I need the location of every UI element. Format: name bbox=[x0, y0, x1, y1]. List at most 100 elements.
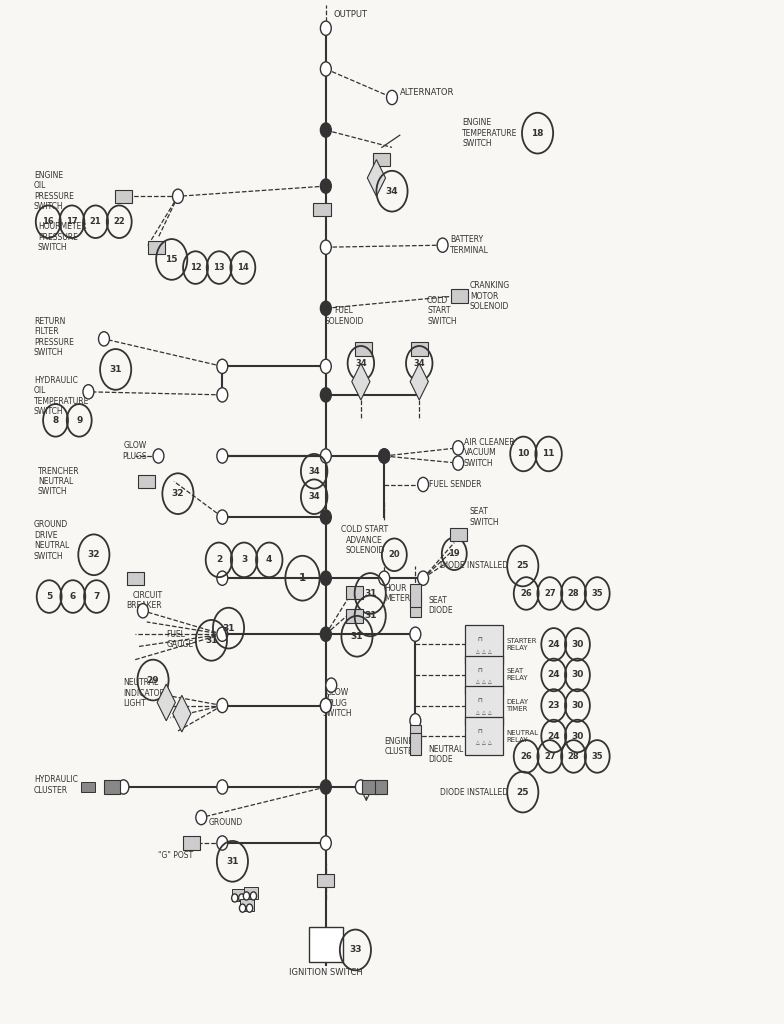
Text: 20: 20 bbox=[389, 550, 400, 559]
Text: FUEL SENDER: FUEL SENDER bbox=[430, 480, 482, 489]
Circle shape bbox=[321, 780, 332, 794]
Text: 27: 27 bbox=[544, 589, 556, 598]
Text: ENGINE
CLUSTER: ENGINE CLUSTER bbox=[384, 736, 419, 756]
Circle shape bbox=[355, 780, 366, 794]
Text: NEUTRAL
INDICATOR
LIGHT: NEUTRAL INDICATOR LIGHT bbox=[123, 678, 165, 709]
Bar bbox=[309, 927, 343, 963]
Polygon shape bbox=[368, 160, 386, 197]
Circle shape bbox=[250, 892, 256, 900]
Text: △: △ bbox=[477, 740, 480, 745]
Text: 12: 12 bbox=[190, 263, 201, 272]
Text: 1: 1 bbox=[299, 573, 306, 584]
Text: 7: 7 bbox=[93, 592, 100, 601]
Bar bbox=[465, 625, 503, 664]
Bar bbox=[232, 889, 246, 901]
Text: ⊓: ⊓ bbox=[477, 698, 483, 703]
Text: GLOW
PLUGS: GLOW PLUGS bbox=[122, 441, 147, 461]
Circle shape bbox=[321, 123, 332, 137]
Text: △: △ bbox=[482, 740, 486, 745]
Bar bbox=[104, 780, 119, 794]
Text: △: △ bbox=[482, 649, 486, 654]
Text: 23: 23 bbox=[547, 701, 560, 710]
Bar bbox=[410, 585, 421, 606]
Text: 24: 24 bbox=[547, 671, 560, 680]
Text: SEAT
DIODE: SEAT DIODE bbox=[429, 596, 453, 615]
Text: ENGINE
OIL
PRESSURE
SWITCH: ENGINE OIL PRESSURE SWITCH bbox=[34, 171, 74, 211]
Circle shape bbox=[452, 456, 463, 470]
Text: △: △ bbox=[482, 710, 486, 715]
Text: SEAT
SWITCH: SEAT SWITCH bbox=[470, 508, 499, 526]
Text: DELAY
TIMER: DELAY TIMER bbox=[506, 699, 528, 712]
Text: 8: 8 bbox=[53, 416, 59, 425]
Circle shape bbox=[379, 571, 390, 586]
Circle shape bbox=[153, 449, 164, 463]
Circle shape bbox=[418, 477, 429, 492]
Bar bbox=[410, 595, 421, 616]
Bar bbox=[183, 837, 200, 850]
Text: 34: 34 bbox=[413, 358, 425, 368]
Text: △: △ bbox=[477, 679, 480, 684]
Text: FUEL
GAUGE: FUEL GAUGE bbox=[166, 630, 194, 649]
Text: 18: 18 bbox=[532, 129, 544, 137]
Circle shape bbox=[231, 894, 238, 902]
Text: 24: 24 bbox=[547, 731, 560, 740]
Circle shape bbox=[379, 449, 390, 463]
Circle shape bbox=[217, 698, 227, 713]
Circle shape bbox=[246, 904, 252, 912]
Circle shape bbox=[410, 627, 421, 641]
Text: 3: 3 bbox=[241, 555, 247, 564]
Circle shape bbox=[321, 301, 332, 315]
Circle shape bbox=[321, 240, 332, 254]
Bar bbox=[410, 733, 421, 756]
Circle shape bbox=[83, 385, 94, 399]
Text: BATTERY
TERMINAL: BATTERY TERMINAL bbox=[450, 236, 489, 255]
Text: △: △ bbox=[488, 740, 492, 745]
Circle shape bbox=[238, 894, 245, 902]
Text: 13: 13 bbox=[213, 263, 225, 272]
Text: CIRCUIT
BREAKER: CIRCUIT BREAKER bbox=[127, 591, 162, 610]
Text: 6: 6 bbox=[70, 592, 76, 601]
Text: △: △ bbox=[477, 710, 480, 715]
Text: COLD START
ADVANCE
SOLENOID: COLD START ADVANCE SOLENOID bbox=[341, 525, 388, 555]
Text: 35: 35 bbox=[591, 589, 603, 598]
Circle shape bbox=[172, 189, 183, 204]
Text: 30: 30 bbox=[572, 701, 583, 710]
Text: 28: 28 bbox=[568, 589, 579, 598]
Text: OUTPUT: OUTPUT bbox=[334, 10, 368, 19]
Circle shape bbox=[321, 510, 332, 524]
Bar bbox=[465, 655, 503, 694]
Text: HYDRAULIC
CLUSTER: HYDRAULIC CLUSTER bbox=[34, 775, 78, 795]
Text: HOUR
METER: HOUR METER bbox=[384, 584, 410, 603]
Text: "G" POST: "G" POST bbox=[158, 851, 194, 860]
Bar bbox=[138, 475, 155, 488]
Bar bbox=[148, 241, 165, 254]
Text: 9: 9 bbox=[76, 416, 82, 425]
Text: SEAT
RELAY: SEAT RELAY bbox=[506, 669, 528, 681]
Text: 21: 21 bbox=[89, 217, 101, 226]
Bar bbox=[346, 586, 363, 599]
Circle shape bbox=[321, 627, 332, 641]
Bar bbox=[362, 780, 378, 794]
Circle shape bbox=[217, 780, 227, 794]
Text: 16: 16 bbox=[42, 217, 54, 226]
Text: 27: 27 bbox=[544, 752, 556, 761]
Circle shape bbox=[217, 571, 227, 586]
Bar bbox=[410, 725, 421, 748]
Text: 14: 14 bbox=[237, 263, 249, 272]
Text: CRANKING
MOTOR
SOLENOID: CRANKING MOTOR SOLENOID bbox=[470, 282, 510, 311]
Circle shape bbox=[437, 238, 448, 252]
Text: 31: 31 bbox=[364, 611, 376, 621]
Text: 28: 28 bbox=[568, 752, 579, 761]
Bar bbox=[318, 874, 335, 888]
Text: △: △ bbox=[482, 679, 486, 684]
Circle shape bbox=[326, 678, 337, 692]
Text: 33: 33 bbox=[349, 945, 361, 954]
Polygon shape bbox=[352, 364, 370, 400]
Text: NEUTRAL
DIODE: NEUTRAL DIODE bbox=[429, 744, 464, 764]
Text: HYDRAULIC
OIL
TEMPERATURE
SWITCH: HYDRAULIC OIL TEMPERATURE SWITCH bbox=[34, 376, 89, 416]
Circle shape bbox=[196, 810, 207, 824]
Text: DIODE INSTALLED: DIODE INSTALLED bbox=[441, 787, 508, 797]
Text: ALTERNATOR: ALTERNATOR bbox=[400, 88, 454, 97]
Circle shape bbox=[137, 604, 148, 617]
Text: 31: 31 bbox=[364, 589, 376, 598]
